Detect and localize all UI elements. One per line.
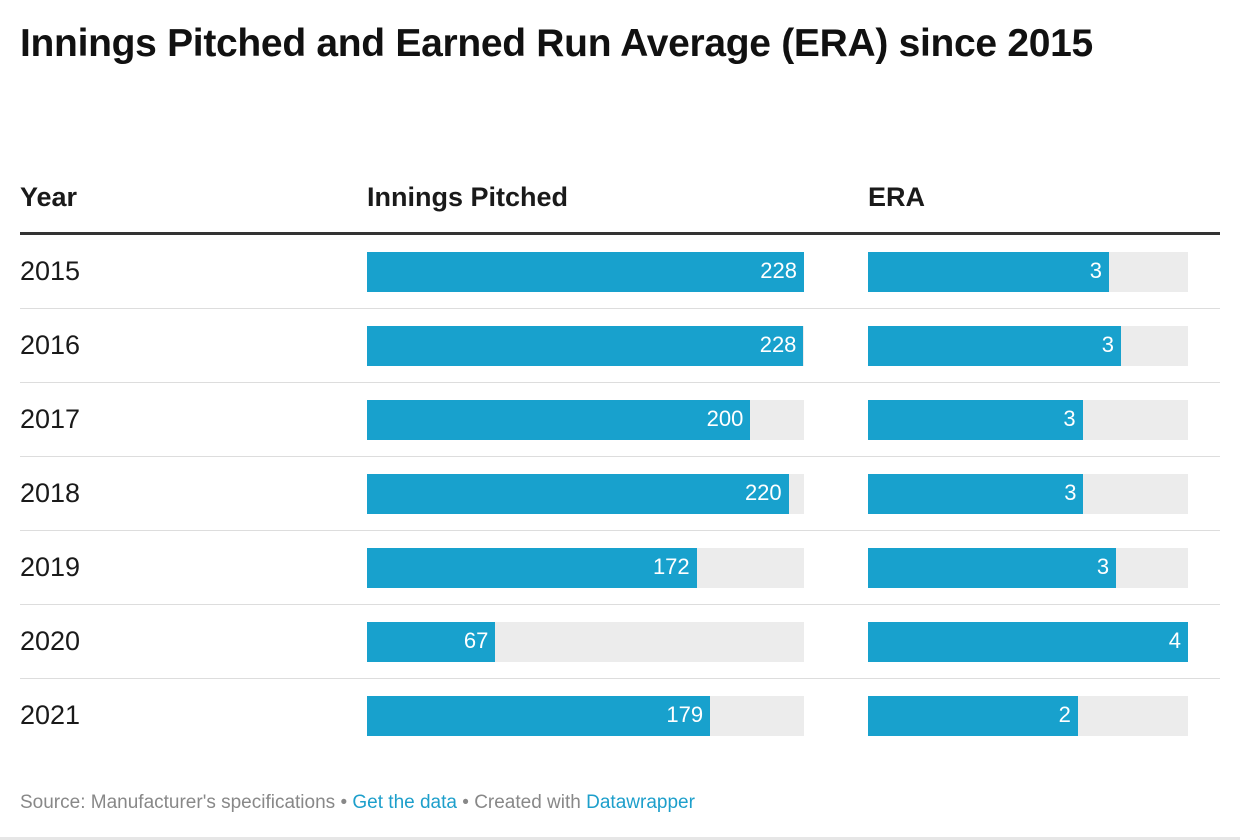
innings-bar: 172 [367,548,697,588]
innings-value-label: 67 [463,628,489,653]
era-bar-track: 3 [868,252,1188,292]
chart-footer: Source: Manufacturer's specifications • … [20,792,695,814]
era-value-label: 2 [1058,702,1071,727]
table-row: 2016 228 3 [20,309,1220,383]
year-cell: 2020 [20,626,81,656]
era-value-label: 3 [1089,258,1102,283]
year-cell: 2017 [20,404,81,434]
innings-bar-track: 172 [367,548,804,588]
table-row: 2017 200 3 [20,383,1220,457]
year-cell: 2016 [20,330,81,360]
innings-bar: 228 [367,252,804,292]
innings-value-label: 172 [652,554,690,579]
source-note: Source: Manufacturer's specifications [20,792,336,813]
bottom-divider [0,837,1240,840]
table-row: 2015 228 3 [20,235,1220,309]
innings-bar: 67 [367,622,496,662]
era-value-label: 4 [1168,628,1181,653]
innings-value-label: 220 [744,480,782,505]
table-row: 2018 220 3 [20,457,1220,531]
year-cell: 2015 [20,256,81,286]
data-table: Year Innings Pitched ERA 2015 228 3 2016 228… [20,172,1220,752]
innings-bar: 200 [367,400,751,440]
created-with-text: Created with [474,792,581,813]
era-bar: 3 [868,548,1117,588]
innings-bar: 179 [367,696,711,736]
era-bar: 3 [868,400,1083,440]
era-bar: 2 [868,696,1078,736]
era-bar-track: 3 [868,326,1188,366]
era-bar-track: 3 [868,474,1188,514]
era-value-label: 3 [1096,554,1110,579]
table-row: 2020 67 4 [20,605,1220,679]
innings-value-label: 179 [666,702,704,727]
year-cell: 2018 [20,478,81,508]
table-row: 2019 172 3 [20,531,1220,605]
chart-title: Innings Pitched and Earned Run Average (… [20,22,1093,65]
innings-bar-track: 200 [367,400,804,440]
table-row: 2021 179 2 [20,679,1220,752]
innings-bar-track: 228 [367,326,804,366]
column-header-year: Year [20,182,78,212]
table-body: 2015 228 3 2016 228 3 2017 200 3 2018 220 3 2019 172 3… [20,235,1220,752]
era-value-label: 3 [1064,480,1077,505]
era-value-label: 3 [1101,332,1114,357]
column-header-innings-pitched: Innings Pitched [367,182,569,212]
innings-bar-track: 67 [367,622,804,662]
column-header-era: ERA [868,182,926,212]
era-value-label: 3 [1063,406,1076,431]
datawrapper-link[interactable]: Datawrapper [586,792,695,813]
innings-bar-track: 228 [367,252,804,292]
year-cell: 2019 [20,552,81,582]
footer-separator: • [335,792,353,813]
innings-value-label: 228 [760,258,797,283]
era-bar-track: 2 [868,696,1188,736]
innings-value-label: 200 [706,406,744,431]
era-bar-track: 4 [868,622,1188,662]
innings-bar-track: 179 [367,696,804,736]
innings-bar: 220 [367,474,789,514]
era-bar-track: 3 [868,400,1188,440]
era-bar-track: 3 [868,548,1188,588]
innings-bar: 228 [367,326,804,366]
footer-separator: • [456,792,475,813]
year-cell: 2021 [20,700,81,730]
era-bar: 3 [868,474,1084,514]
get-the-data-link[interactable]: Get the data [352,792,457,813]
innings-bar-track: 220 [367,474,804,514]
era-bar: 4 [868,622,1188,662]
table-header: Year Innings Pitched ERA [20,172,1220,235]
era-bar: 3 [868,252,1109,292]
era-bar: 3 [868,326,1121,366]
innings-value-label: 228 [759,332,797,357]
